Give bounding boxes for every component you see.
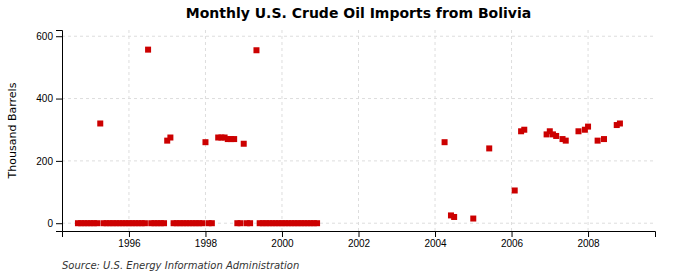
tick-label: 400 xyxy=(36,93,53,104)
grid-line xyxy=(435,30,436,231)
point xyxy=(142,220,148,226)
tick-label: 0 xyxy=(47,218,53,229)
point xyxy=(94,220,100,226)
point xyxy=(617,120,623,126)
grid xyxy=(62,30,655,231)
tick-label: 2004 xyxy=(424,238,447,249)
tick-mark xyxy=(588,231,589,237)
points xyxy=(75,47,623,227)
tick: 600 xyxy=(36,31,62,42)
tick: 200 xyxy=(36,156,62,167)
point xyxy=(202,139,208,145)
y-axis: 0 200 400 600 xyxy=(36,31,62,232)
tick: 2000 xyxy=(271,231,294,249)
tick-mark xyxy=(129,231,130,237)
tick: 0 xyxy=(47,218,62,229)
point xyxy=(486,145,492,151)
y-axis-title: Thousand Barrels xyxy=(6,82,19,179)
tick: 1996 xyxy=(118,231,141,249)
x-axis: 1996 1998 2000 2002 2004 2006 2008 xyxy=(63,231,656,249)
axis-line xyxy=(63,232,656,238)
grid-line xyxy=(358,30,359,231)
point xyxy=(563,138,569,144)
axis-line xyxy=(56,31,63,232)
point xyxy=(241,141,247,147)
point xyxy=(575,128,581,134)
tick-label: 1998 xyxy=(195,238,218,249)
point xyxy=(601,136,607,142)
point xyxy=(595,138,601,144)
tick-mark xyxy=(56,36,62,37)
point xyxy=(314,220,320,226)
point xyxy=(167,135,173,141)
grid-line xyxy=(511,30,512,231)
point xyxy=(553,133,559,139)
annotation: Source: U.S. Energy Information Administ… xyxy=(62,260,299,271)
plot: 1996 1998 2000 2002 2004 2006 2008 0 200 400 600 xyxy=(36,30,655,249)
tick-label: 2002 xyxy=(348,238,371,249)
grid-line xyxy=(205,30,206,231)
point xyxy=(161,220,167,226)
tick: 2004 xyxy=(424,231,447,249)
point xyxy=(145,47,151,53)
tick: 2006 xyxy=(501,231,524,249)
point xyxy=(199,220,205,226)
tick-mark xyxy=(282,231,283,237)
tick-label: 600 xyxy=(36,31,53,42)
tick-mark xyxy=(56,161,62,162)
grid-line xyxy=(281,30,282,231)
point xyxy=(97,120,103,126)
tick-label: 2006 xyxy=(501,238,524,249)
title: Monthly U.S. Crude Oil Imports from Boli… xyxy=(186,5,531,21)
point xyxy=(470,216,476,222)
tick-label: 1996 xyxy=(118,238,141,249)
point xyxy=(247,220,253,226)
tick: 2008 xyxy=(577,231,600,249)
tick: 1998 xyxy=(195,231,218,249)
chart: 1996 1998 2000 2002 2004 2006 2008 0 200 400 600 Mo… xyxy=(0,0,675,275)
grid-line xyxy=(128,30,129,231)
tick-mark xyxy=(205,231,206,237)
tick: 2002 xyxy=(348,231,371,249)
tick-label: 200 xyxy=(36,156,53,167)
point xyxy=(231,136,237,142)
tick-mark xyxy=(512,231,513,237)
tick-mark xyxy=(56,223,62,224)
tick-label: 2000 xyxy=(271,238,294,249)
point xyxy=(521,127,527,133)
tick-label: 2008 xyxy=(577,238,600,249)
point xyxy=(512,187,518,193)
tick: 400 xyxy=(36,93,62,104)
tick-mark xyxy=(435,231,436,237)
point xyxy=(585,124,591,130)
point xyxy=(451,214,457,220)
point xyxy=(442,139,448,145)
point xyxy=(253,47,259,53)
point xyxy=(209,220,215,226)
grid-line xyxy=(62,160,655,161)
tick-mark xyxy=(359,231,360,237)
point xyxy=(238,220,244,226)
tick-mark xyxy=(56,99,62,100)
